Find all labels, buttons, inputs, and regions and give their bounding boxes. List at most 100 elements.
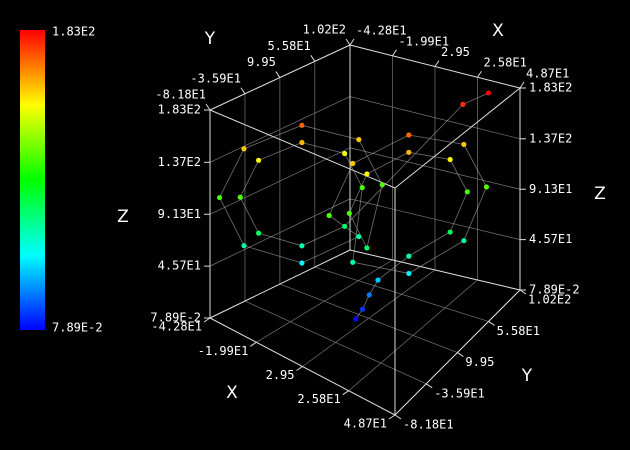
data-point: [216, 194, 223, 201]
data-point: [359, 306, 366, 312]
grid-line: [349, 96, 521, 140]
data-point: [406, 253, 412, 259]
x-tick-label: -4.28E1: [151, 320, 202, 334]
box-edge: [209, 44, 351, 111]
z-tick-label: 7.89E-2: [150, 311, 201, 325]
data-point: [356, 136, 362, 143]
x-tick-label: 2.95: [266, 368, 295, 382]
tick-mark: [434, 60, 440, 67]
x-tick-label: 2.58E1: [297, 392, 340, 406]
box-edge: [349, 249, 521, 291]
data-point: [364, 171, 370, 177]
z-tick-label: 7.89E-2: [529, 283, 580, 297]
colorbar-min-label: 7.89E-2: [52, 321, 103, 335]
data-point: [342, 223, 348, 229]
data-point: [241, 243, 247, 249]
z-tick-label: 1.37E2: [158, 155, 201, 169]
data-point: [483, 184, 490, 190]
y-tick-label: -8.18E1: [155, 88, 206, 102]
y-tick-label: 5.58E1: [267, 39, 310, 53]
tick-mark: [342, 390, 349, 396]
z-tick-label: 1.37E2: [529, 131, 572, 145]
data-point: [461, 141, 467, 148]
data-point: [461, 238, 467, 244]
data-point: [356, 233, 362, 240]
data-point: [364, 245, 370, 251]
data-point: [299, 260, 305, 266]
y-tick-label: -3.59E1: [434, 386, 485, 400]
data-point: [346, 210, 352, 216]
data-point: [350, 160, 356, 167]
tick-mark: [488, 321, 495, 326]
trajectory-line: [219, 92, 489, 320]
data-point: [447, 156, 453, 163]
grid-line: [244, 300, 427, 385]
x-axis-label: X: [492, 21, 504, 41]
data-point: [299, 243, 305, 249]
z-tick-label: 9.13E1: [529, 182, 572, 196]
tick-mark: [345, 38, 351, 46]
tick-mark: [296, 366, 303, 371]
box-edge: [394, 87, 521, 189]
data-point: [464, 189, 470, 195]
y-tick-label: 9.95: [247, 55, 276, 69]
data-point: [366, 292, 372, 298]
x-tick-label: -1.99E1: [198, 344, 249, 358]
data-point: [485, 90, 491, 96]
box-edge: [209, 109, 396, 189]
x-tick-label: 2.95: [441, 45, 470, 59]
data-point: [237, 194, 243, 200]
grid-line: [349, 198, 521, 240]
x-tick-label: 4.87E1: [526, 67, 569, 81]
y-axis-label: Y: [521, 366, 533, 386]
data-point: [460, 101, 466, 107]
tick-mark: [394, 414, 402, 420]
data-point: [299, 139, 305, 146]
x-tick-label: -1.99E1: [399, 34, 450, 48]
tick-mark: [349, 38, 355, 46]
tick-mark: [203, 317, 211, 323]
tick-mark: [250, 341, 257, 347]
z-tick-label: 4.57E1: [158, 259, 201, 273]
tick-mark: [457, 352, 464, 358]
z-tick-label: 4.57E1: [529, 232, 572, 246]
y-axis-label: Y: [204, 29, 216, 49]
y-tick-label: 1.02E2: [303, 23, 346, 37]
z-tick-label: 1.83E2: [529, 81, 572, 95]
colorbar-max-label: 1.83E2: [52, 25, 95, 39]
tick-mark: [275, 71, 281, 78]
data-point: [342, 150, 348, 157]
data-point: [359, 185, 365, 191]
tick-mark: [519, 289, 527, 295]
grid-line: [349, 147, 521, 190]
data-point: [255, 230, 262, 236]
tick-mark: [392, 49, 397, 57]
grid-line: [209, 96, 351, 163]
y-tick-label: 1.02E2: [528, 293, 571, 307]
tick-mark: [310, 55, 316, 62]
colorbar: [20, 30, 45, 330]
tick-mark: [425, 383, 433, 389]
grid-line: [279, 283, 458, 353]
data-point: [350, 259, 356, 265]
data-point: [406, 149, 412, 155]
data-point: [375, 277, 381, 283]
data-point: [299, 122, 305, 128]
data-point: [379, 182, 385, 188]
data-point: [353, 316, 359, 322]
data-point: [447, 229, 453, 235]
data-point: [326, 212, 332, 219]
tick-mark: [388, 414, 396, 420]
x-axis-label: X: [226, 383, 238, 403]
z-axis-label: Z: [594, 184, 606, 204]
tick-mark: [240, 87, 246, 95]
tick-mark: [477, 70, 482, 78]
y-tick-label: -8.18E1: [403, 418, 454, 432]
tick-mark: [205, 103, 211, 111]
x-tick-label: 4.87E1: [344, 417, 387, 431]
box-edge: [209, 249, 351, 319]
grid-line: [314, 266, 489, 322]
data-point: [406, 132, 412, 138]
data-point: [255, 157, 262, 163]
